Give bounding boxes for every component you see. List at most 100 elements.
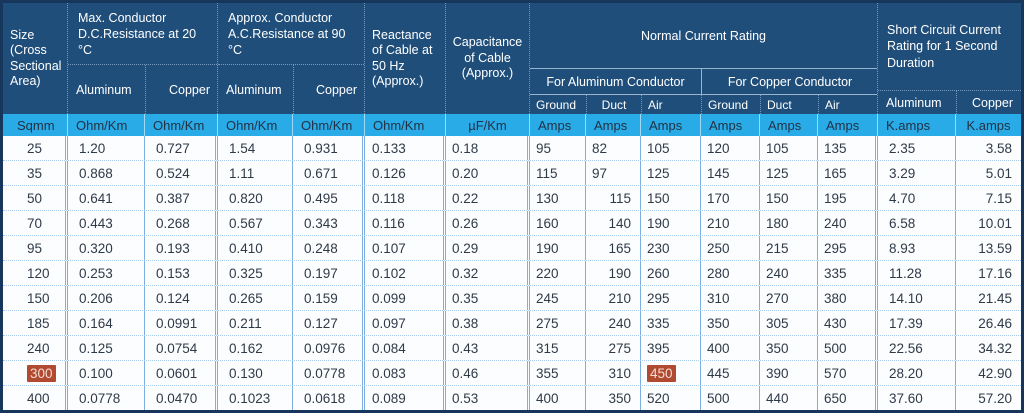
- table-cell: 0.1023: [218, 386, 293, 410]
- table-cell: 42.90: [978, 365, 1012, 381]
- table-cell: 275: [586, 336, 641, 360]
- table-cell: 150: [641, 186, 701, 210]
- header-ac-copper: Copper: [293, 65, 365, 114]
- table-row: 70 0.443 0.268 0.567 0.343 0.116 0.26 160 140 190…: [3, 211, 1021, 236]
- table-cell: 0.116: [365, 211, 446, 235]
- table-cell: 350: [760, 336, 818, 360]
- table-cell: 0.197: [293, 261, 365, 285]
- table-row: 50 0.641 0.387 0.820 0.495 0.118 0.22 130 115 150…: [3, 186, 1021, 211]
- table-cell: 0.641: [68, 186, 145, 210]
- table-cell: 305: [760, 311, 818, 335]
- table-cell: 0.211: [218, 311, 293, 335]
- table-cell: 0.130: [218, 361, 293, 385]
- header-reactance-column: Reactance of Cable at 50 Hz (Approx.): [365, 3, 446, 114]
- table-cell: 240: [760, 261, 818, 285]
- table-cell: 195: [818, 186, 878, 210]
- table-cell: 190: [641, 211, 701, 235]
- unit-cell: Ohm/Km: [365, 114, 446, 136]
- table-cell: 25: [3, 136, 68, 160]
- table-cell: 1.11: [218, 161, 293, 185]
- unit-cell: Ohm/Km: [145, 114, 218, 136]
- table-cell: 0.443: [68, 211, 145, 235]
- table-cell: 295: [818, 236, 878, 260]
- table-cell: 0.567: [218, 211, 293, 235]
- table-cell: 250: [701, 236, 760, 260]
- header-copper-ground: Ground: [701, 95, 760, 114]
- table-cell: 400: [530, 386, 586, 410]
- unit-cell: Ohm/Km: [293, 114, 365, 136]
- table-cell: 105: [641, 136, 701, 160]
- table-cell: 0.133: [365, 136, 446, 160]
- table-cell: 28.20: [878, 361, 956, 385]
- table-cell: 335: [641, 311, 701, 335]
- table-cell: 0.253: [68, 261, 145, 285]
- table-cell: 17.39: [878, 311, 956, 335]
- table-cell: 220: [530, 261, 586, 285]
- unit-cell: Amps: [818, 114, 878, 136]
- table-cell: 0.46: [446, 361, 530, 385]
- table-cell: 165: [818, 161, 878, 185]
- table-cell: 190: [586, 261, 641, 285]
- table-cell: 0.0470: [145, 386, 218, 410]
- header-aluminum-ground: Ground: [536, 97, 577, 112]
- table-header: Size (Cross Sectional Area) Max. Conduct…: [3, 3, 1021, 114]
- table-cell: 500: [818, 336, 878, 360]
- unit-cell: Ohm/Km: [218, 114, 293, 136]
- table-cell: 0.931: [293, 136, 365, 160]
- unit-cell: Ohm/Km: [68, 114, 145, 136]
- table-cell: 3.29: [878, 161, 956, 185]
- table-cell: 450: [641, 361, 701, 385]
- table-cell: 57.20: [978, 390, 1012, 406]
- table-cell: 310: [701, 286, 760, 310]
- table-cell: 0.53: [446, 386, 530, 410]
- table-cell: 4.70: [878, 186, 956, 210]
- table-cell: 170: [701, 186, 760, 210]
- table-cell: 14.10: [878, 286, 956, 310]
- table-cell: 97: [586, 161, 641, 185]
- table-cell: 6.58: [878, 211, 956, 235]
- table-cell: 50: [3, 186, 68, 210]
- unit-cell: Amps: [760, 114, 818, 136]
- table-cell: 0.26: [446, 211, 530, 235]
- table-cell: 0.43: [446, 336, 530, 360]
- table-cell: 0.325: [218, 261, 293, 285]
- table-cell: 22.56: [878, 336, 956, 360]
- table-cell: 315: [530, 336, 586, 360]
- unit-cell: Amps: [586, 114, 641, 136]
- table-body: 25 1.20 0.727 1.54 0.931 0.133 0.18 95 82 105 120 1…: [3, 136, 1021, 410]
- table-row: 120 0.253 0.153 0.325 0.197 0.102 0.32 220 190 26…: [3, 261, 1021, 286]
- table-row: 35 0.868 0.524 1.11 0.671 0.126 0.20 115 97 125 14…: [3, 161, 1021, 186]
- table-cell: 0.248: [293, 236, 365, 260]
- table-cell: 10.01: [978, 215, 1012, 231]
- table-cell: 215: [760, 236, 818, 260]
- table-cell: 0.343: [293, 211, 365, 235]
- table-cell: 0.268: [145, 211, 218, 235]
- header-for-copper-conductor: For Copper Conductor: [701, 69, 878, 94]
- table-cell: 0.083: [365, 361, 446, 385]
- table-cell: 0.100: [68, 361, 145, 385]
- table-cell: 520: [641, 386, 701, 410]
- table-cell: 0.206: [68, 286, 145, 310]
- table-cell: 37.60: [878, 386, 956, 410]
- table-cell: 0.099: [365, 286, 446, 310]
- header-aluminum-duct: Duct: [586, 95, 641, 114]
- table-cell: 300: [3, 361, 68, 385]
- table-cell: 240: [586, 311, 641, 335]
- table-cell: 350: [586, 386, 641, 410]
- header-aluminum-air: Air: [641, 95, 701, 114]
- normal-current-rating-title: Normal Current Rating: [530, 3, 877, 69]
- table-cell: 0.524: [145, 161, 218, 185]
- table-cell: 0.097: [365, 311, 446, 335]
- table-cell: 70: [3, 211, 68, 235]
- table-cell: 0.22: [446, 186, 530, 210]
- table-cell: 160: [530, 211, 586, 235]
- table-cell: 185: [3, 311, 68, 335]
- table-cell: 0.084: [365, 336, 446, 360]
- table-cell: 335: [818, 261, 878, 285]
- table-row: 150 0.206 0.124 0.265 0.159 0.099 0.35 245 210 29…: [3, 286, 1021, 311]
- table-cell: 105: [760, 136, 818, 160]
- table-cell: 0.20: [446, 161, 530, 185]
- dc-resistance-group-title: Max. Conductor D.C.Resistance at 20 °C: [68, 3, 217, 65]
- table-cell: 2.35: [878, 136, 956, 160]
- table-cell: 11.28: [878, 261, 956, 285]
